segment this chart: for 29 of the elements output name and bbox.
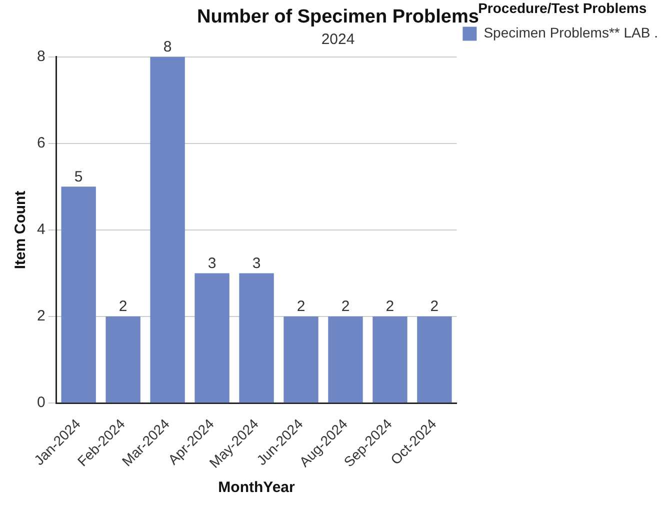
y-axis-title: Item Count <box>12 190 30 270</box>
data-label: 2 <box>118 298 128 316</box>
bar <box>150 56 185 403</box>
chart-title: Number of Specimen Problems <box>197 6 479 28</box>
bar <box>194 273 230 403</box>
y-tick-label: 0 <box>37 394 46 412</box>
x-axis-title: MonthYear <box>218 479 296 496</box>
bar <box>239 273 274 403</box>
bar <box>61 186 96 403</box>
legend-title: Procedure/Test Problems <box>478 0 647 16</box>
data-label: 2 <box>341 298 350 316</box>
bar <box>284 316 318 403</box>
data-label: 8 <box>163 38 172 56</box>
y-tick-label: 2 <box>37 308 46 325</box>
bar <box>106 316 140 403</box>
chart-subtitle: 2024 <box>321 30 355 48</box>
data-label: 2 <box>430 298 439 316</box>
bar <box>328 316 363 403</box>
y-tick-label: 8 <box>37 48 46 65</box>
bar <box>417 316 452 403</box>
legend-label: Specimen Problems** LAB . <box>484 24 658 41</box>
y-tick-label: 6 <box>37 134 46 152</box>
data-label: 5 <box>74 168 83 186</box>
y-tick-label: 4 <box>37 221 46 238</box>
data-label: 3 <box>208 254 216 272</box>
bar <box>372 316 408 403</box>
data-label: 2 <box>296 298 306 316</box>
data-label: 3 <box>252 254 261 272</box>
data-label: 2 <box>386 298 394 316</box>
